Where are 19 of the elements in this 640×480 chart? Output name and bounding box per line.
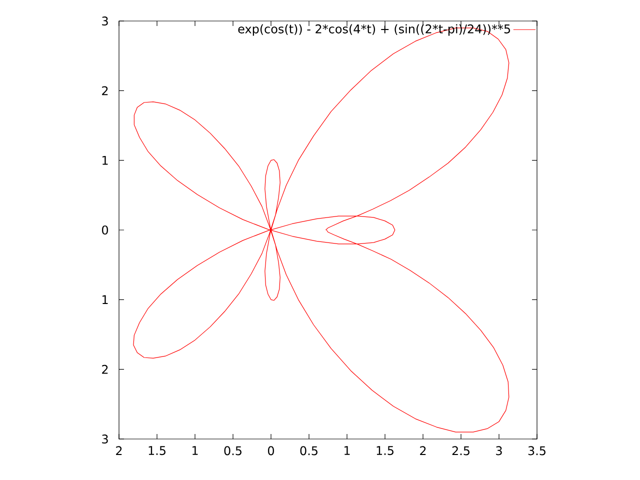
x-tick-label: 0 — [268, 446, 274, 456]
y-tick-label: 0 — [102, 225, 108, 235]
x-tick-label: 1.5 — [376, 446, 394, 456]
x-tick-label: 1 — [192, 446, 198, 455]
x-tick-label: 0.5 — [224, 446, 242, 456]
y-tick-label: 3 — [102, 16, 108, 26]
x-tick-label: 3.5 — [528, 446, 546, 456]
x-tick-label: 1.5 — [148, 446, 166, 456]
y-tick-label: 2 — [102, 86, 108, 96]
y-tick-label: 2 — [102, 364, 108, 374]
y-tick-label: 1 — [102, 156, 108, 165]
x-tick-label: 2 — [116, 446, 122, 456]
y-tick-label: 1 — [102, 295, 108, 304]
x-tick-label: 0.5 — [300, 446, 318, 456]
x-tick-label: 1 — [344, 446, 350, 455]
x-tick-label: 2.5 — [452, 446, 470, 456]
x-tick-label: 3 — [496, 446, 502, 456]
y-tick-label: 3 — [102, 434, 108, 444]
x-tick-label: 2 — [420, 446, 426, 456]
